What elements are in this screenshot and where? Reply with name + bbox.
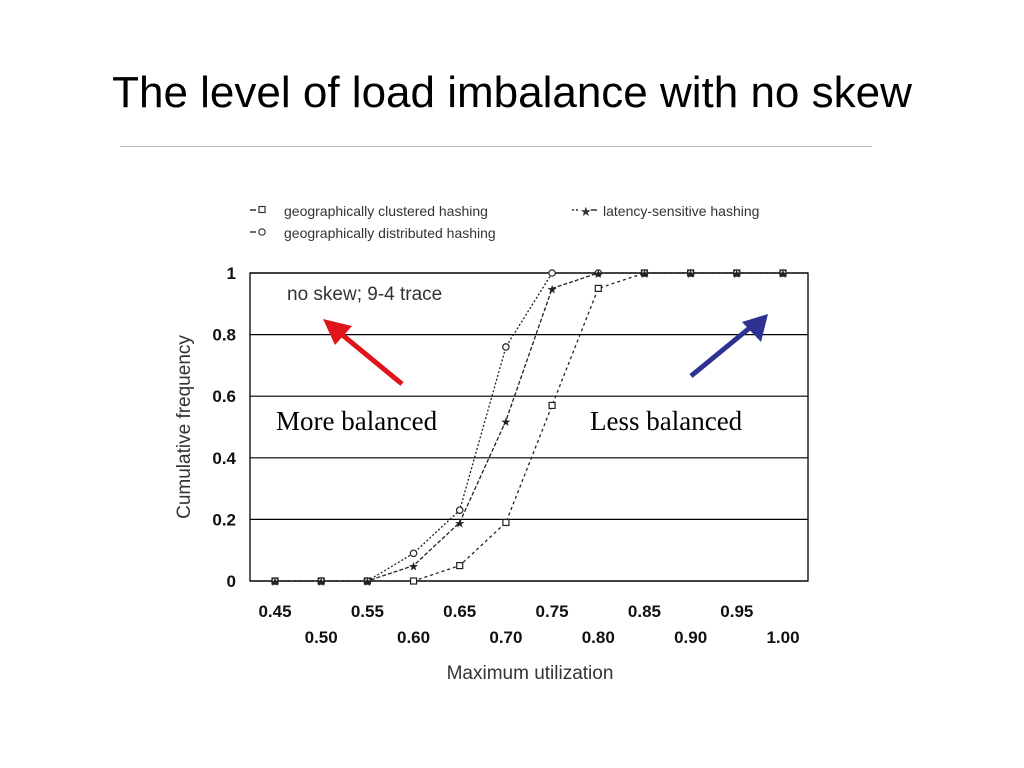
plot-frame <box>249 272 809 582</box>
series-2-point-7: ★ <box>593 267 604 281</box>
series-line-2 <box>275 272 783 582</box>
less-balanced-label: Less balanced <box>590 406 743 436</box>
legend-label-distributed: geographically distributed hashing <box>284 225 496 241</box>
series-2-point-0: ★ <box>270 575 281 589</box>
series-2-point-8: ★ <box>639 267 650 281</box>
x-tick-label-top-3: 0.75 <box>536 602 569 621</box>
y-tick-label-1: 0.2 <box>212 510 236 529</box>
x-tick-label-bottom-1: 0.60 <box>397 628 430 647</box>
x-tick-label-bottom-3: 0.80 <box>582 628 615 647</box>
series-0-point-4 <box>456 561 464 570</box>
series-1-point-3 <box>409 549 418 558</box>
y-tick-labels: 0 0.2 0.4 0.6 0.8 1 <box>212 264 236 591</box>
series-2-point-11: ★ <box>778 267 789 281</box>
x-tick-label-top-2: 0.65 <box>443 602 476 621</box>
series-0-point-3 <box>409 577 418 585</box>
y-axis-label: Cumulative frequency <box>174 335 195 519</box>
series-2-point-2: ★ <box>362 575 373 589</box>
series-1-point-5 <box>502 343 510 351</box>
y-tick-label-3: 0.6 <box>212 387 236 406</box>
y-tick-label-0: 0 <box>227 572 236 591</box>
legend-marker-distributed <box>250 228 266 236</box>
x-tick-label-top-0: 0.45 <box>258 602 291 621</box>
title-divider <box>120 146 872 147</box>
x-tick-labels: 0.45 0.55 0.65 0.75 0.85 0.95 0.50 0.60 0.70 0.80… <box>258 602 799 647</box>
series-1-point-4 <box>455 506 464 514</box>
more-balanced-arrow <box>323 319 404 386</box>
y-tick-label-4: 0.8 <box>212 326 236 345</box>
series-1-point-6 <box>548 269 556 277</box>
legend-marker-clustered <box>250 205 266 214</box>
x-tick-label-top-5: 0.95 <box>720 602 753 621</box>
series-2-point-4: ★ <box>454 516 465 530</box>
x-tick-label-top-1: 0.55 <box>351 602 384 621</box>
legend: geographically clustered hashing geograp… <box>250 203 759 241</box>
x-tick-label-bottom-0: 0.50 <box>305 628 338 647</box>
x-tick-label-bottom-4: 0.90 <box>674 628 707 647</box>
x-axis-label: Maximum utilization <box>447 663 614 684</box>
series-0-point-6 <box>548 401 556 410</box>
series-0-point-7 <box>594 284 602 292</box>
series-0-point-5 <box>502 518 510 527</box>
x-tick-label-bottom-5: 1.00 <box>766 628 799 647</box>
legend-label-latency: latency-sensitive hashing <box>603 203 759 219</box>
series-2-point-6: ★ <box>547 282 558 296</box>
less-balanced-arrow <box>689 314 768 378</box>
series-2-point-10: ★ <box>731 267 742 281</box>
series-2-point-1: ★ <box>316 575 327 589</box>
y-tick-label-5: 1 <box>227 264 236 283</box>
trace-annotation: no skew; 9-4 trace <box>287 284 442 305</box>
svg-text:★: ★ <box>580 205 592 220</box>
x-tick-label-top-4: 0.85 <box>628 602 661 621</box>
series-group: ★ ★ ★ ★ ★ ★ ★ ★ ★ ★ ★ ★ <box>270 267 789 589</box>
more-balanced-label: More balanced <box>276 406 438 436</box>
y-tick-label-2: 0.4 <box>212 449 236 468</box>
legend-label-clustered: geographically clustered hashing <box>284 203 488 219</box>
series-2-point-5: ★ <box>501 415 512 429</box>
series-2-point-9: ★ <box>685 267 696 281</box>
x-tick-label-bottom-2: 0.70 <box>489 628 522 647</box>
legend-marker-latency: ★ <box>572 205 597 220</box>
series-2-point-3: ★ <box>408 560 419 574</box>
slide-title: The level of load imbalance with no skew <box>112 68 912 117</box>
